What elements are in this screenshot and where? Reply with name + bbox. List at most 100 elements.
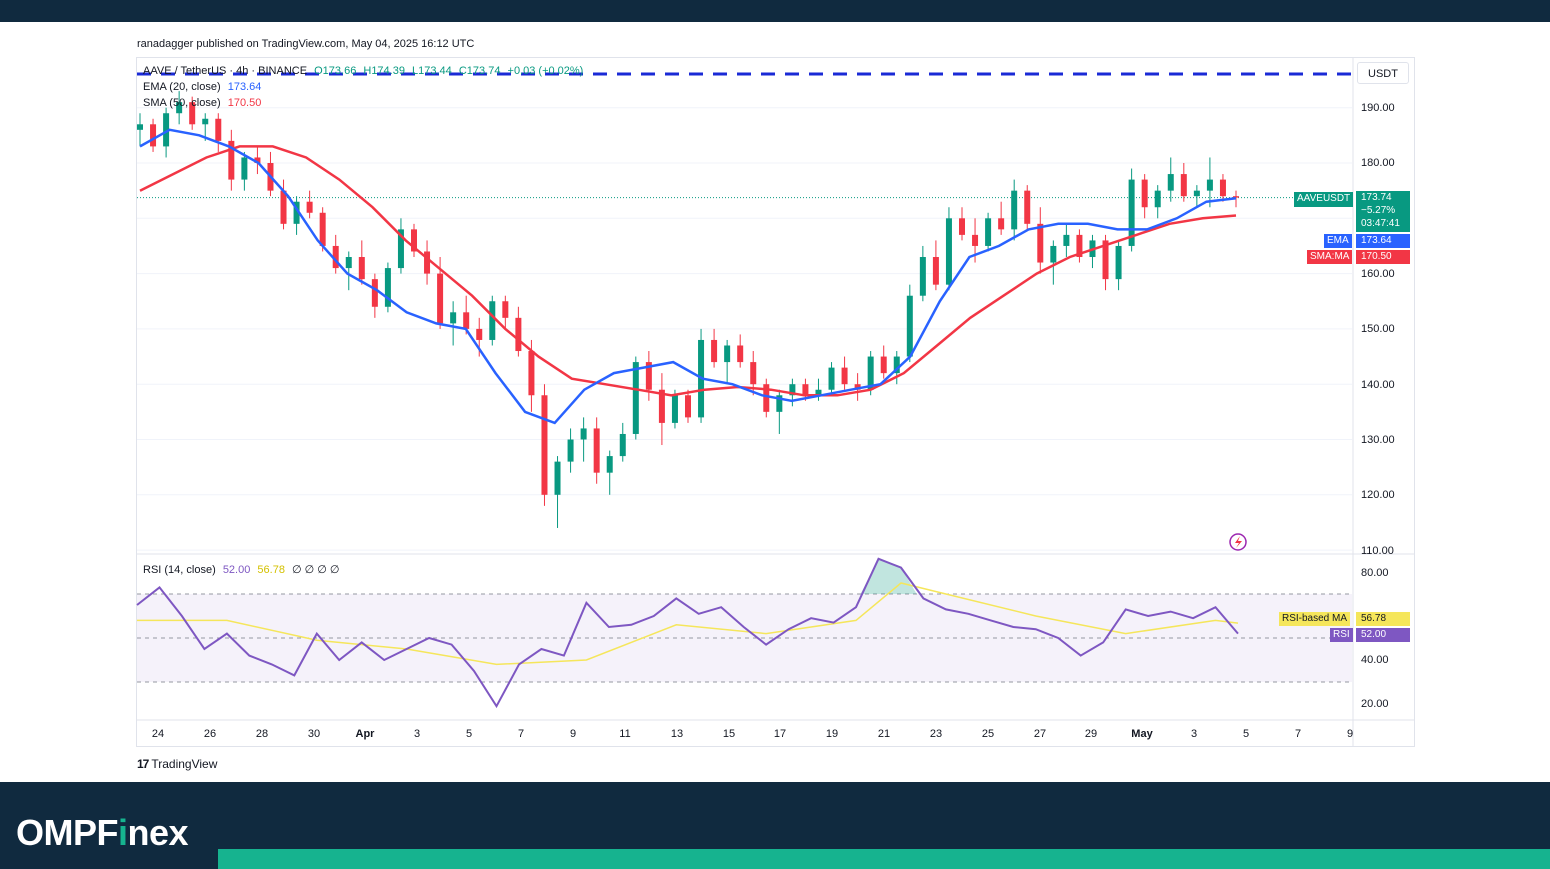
- candle-body: [228, 140, 235, 180]
- candle-body: [332, 245, 339, 269]
- candle-body: [1076, 234, 1083, 258]
- candle-body: [463, 312, 470, 329]
- time-tick: 19: [825, 728, 839, 740]
- currency-button[interactable]: USDT: [1357, 62, 1409, 84]
- top-banner: [0, 0, 1550, 22]
- ema-legend-label[interactable]: EMA (20, close): [143, 81, 221, 93]
- ema-value-tag: 173.64: [1356, 234, 1410, 248]
- candle-body: [867, 356, 874, 390]
- candle-body: [319, 212, 326, 246]
- candle-body: [1233, 196, 1239, 198]
- candle-body: [919, 257, 926, 296]
- candle-body: [1180, 174, 1187, 197]
- candle-body: [1063, 234, 1070, 246]
- rsi-value-tag: 52.00: [1356, 628, 1410, 642]
- candle-body: [815, 389, 822, 396]
- time-tick: 27: [1033, 728, 1047, 740]
- candle-body: [502, 301, 509, 318]
- rsi-ma-value-tag: 56.78: [1356, 612, 1410, 626]
- candle-body: [567, 439, 574, 462]
- brand-dot-letter: i: [118, 812, 128, 853]
- candle-body: [163, 113, 170, 147]
- chart-frame[interactable]: [136, 57, 1415, 747]
- candle-body: [397, 229, 404, 269]
- sma50-line: [139, 145, 1237, 397]
- candle-body: [593, 428, 600, 473]
- change-value: +0.03 (+0.02%): [507, 65, 584, 77]
- candle-body: [776, 395, 783, 412]
- candle-body: [358, 257, 365, 280]
- rsi-legend[interactable]: RSI (14, close) 52.00 56.78 ∅ ∅ ∅ ∅: [143, 563, 340, 576]
- price-tick: 120.00: [1361, 489, 1395, 501]
- candle-body: [945, 218, 952, 285]
- rsi-tick: 20.00: [1361, 698, 1389, 710]
- price-tick: 160.00: [1361, 268, 1395, 280]
- time-tick: 29: [1084, 728, 1098, 740]
- candle-body: [645, 362, 652, 390]
- candle-body: [411, 229, 417, 252]
- candle-body: [202, 118, 209, 125]
- candle-body: [1141, 179, 1148, 208]
- candle-body: [985, 218, 992, 246]
- time-tick: 7: [517, 728, 525, 740]
- candle-body: [828, 367, 835, 390]
- candle-body: [580, 428, 587, 440]
- symbol-name[interactable]: AAVE / TetherUS · 4h · BINANCE: [143, 65, 308, 77]
- sma-value-tag: 170.50: [1356, 250, 1410, 264]
- candle-body: [541, 395, 548, 495]
- time-tick: 25: [981, 728, 995, 740]
- ema-legend[interactable]: EMA (20, close) 173.64: [143, 81, 261, 93]
- candle-body: [280, 190, 287, 224]
- time-tick: 23: [929, 728, 943, 740]
- sma-legend-label[interactable]: SMA (50, close): [143, 97, 221, 109]
- last-price-change: −5.27%: [1361, 205, 1396, 216]
- candle-body: [1037, 223, 1044, 263]
- rsi-legend-label[interactable]: RSI (14, close): [143, 564, 216, 576]
- flash-icon: [1229, 533, 1247, 551]
- time-tick: Apr: [355, 728, 375, 740]
- candle-body: [750, 362, 757, 385]
- candle-body: [371, 279, 378, 307]
- candle-body: [176, 102, 183, 114]
- sma-tag: SMA:MA: [1307, 250, 1353, 264]
- symbol-price-tag: AAVEUSDT: [1294, 192, 1354, 207]
- candle-body: [893, 356, 900, 374]
- time-tick: 11: [619, 728, 631, 740]
- candle-body: [724, 345, 731, 363]
- candle-body: [1128, 179, 1135, 246]
- rsi-tick: 80.00: [1361, 567, 1389, 579]
- bar-countdown: 03:47:41: [1361, 218, 1400, 229]
- sma-legend[interactable]: SMA (50, close) 170.50: [143, 97, 261, 109]
- candle-body: [658, 389, 665, 423]
- price-tick: 180.00: [1361, 157, 1395, 169]
- open-value: O173.66: [314, 65, 357, 77]
- candle-body: [1050, 245, 1057, 263]
- candle-body: [489, 301, 496, 340]
- time-tick: 5: [465, 728, 473, 740]
- sma-legend-value: 170.50: [227, 97, 262, 109]
- candle-body: [1219, 179, 1226, 197]
- tradingview-logo[interactable]: 17 TradingView: [137, 757, 217, 771]
- candle-body: [606, 456, 613, 473]
- footer-accent-stripe: [218, 849, 1550, 869]
- ema-tag: EMA: [1324, 234, 1352, 248]
- candle-body: [528, 351, 535, 396]
- rsi-ma-tag: RSI-based MA: [1279, 612, 1351, 626]
- candle-body: [711, 339, 718, 363]
- candle-body: [345, 257, 352, 269]
- candle-body: [671, 395, 678, 423]
- candle-body: [384, 268, 391, 307]
- time-tick: 9: [569, 728, 577, 740]
- candle-body: [241, 157, 248, 180]
- candle-body: [1011, 190, 1018, 230]
- candle-body: [1167, 174, 1174, 191]
- rsi-ma-legend-value: 56.78: [257, 564, 285, 576]
- flash-icon-bolt: [1235, 536, 1242, 548]
- high-value: H174.39: [363, 65, 405, 77]
- symbol-legend[interactable]: AAVE / TetherUS · 4h · BINANCE O173.66 H…: [143, 65, 583, 77]
- price-tick: 150.00: [1361, 323, 1395, 335]
- candle-body: [789, 384, 796, 396]
- time-tick: 28: [255, 728, 269, 740]
- candle-body: [450, 312, 457, 324]
